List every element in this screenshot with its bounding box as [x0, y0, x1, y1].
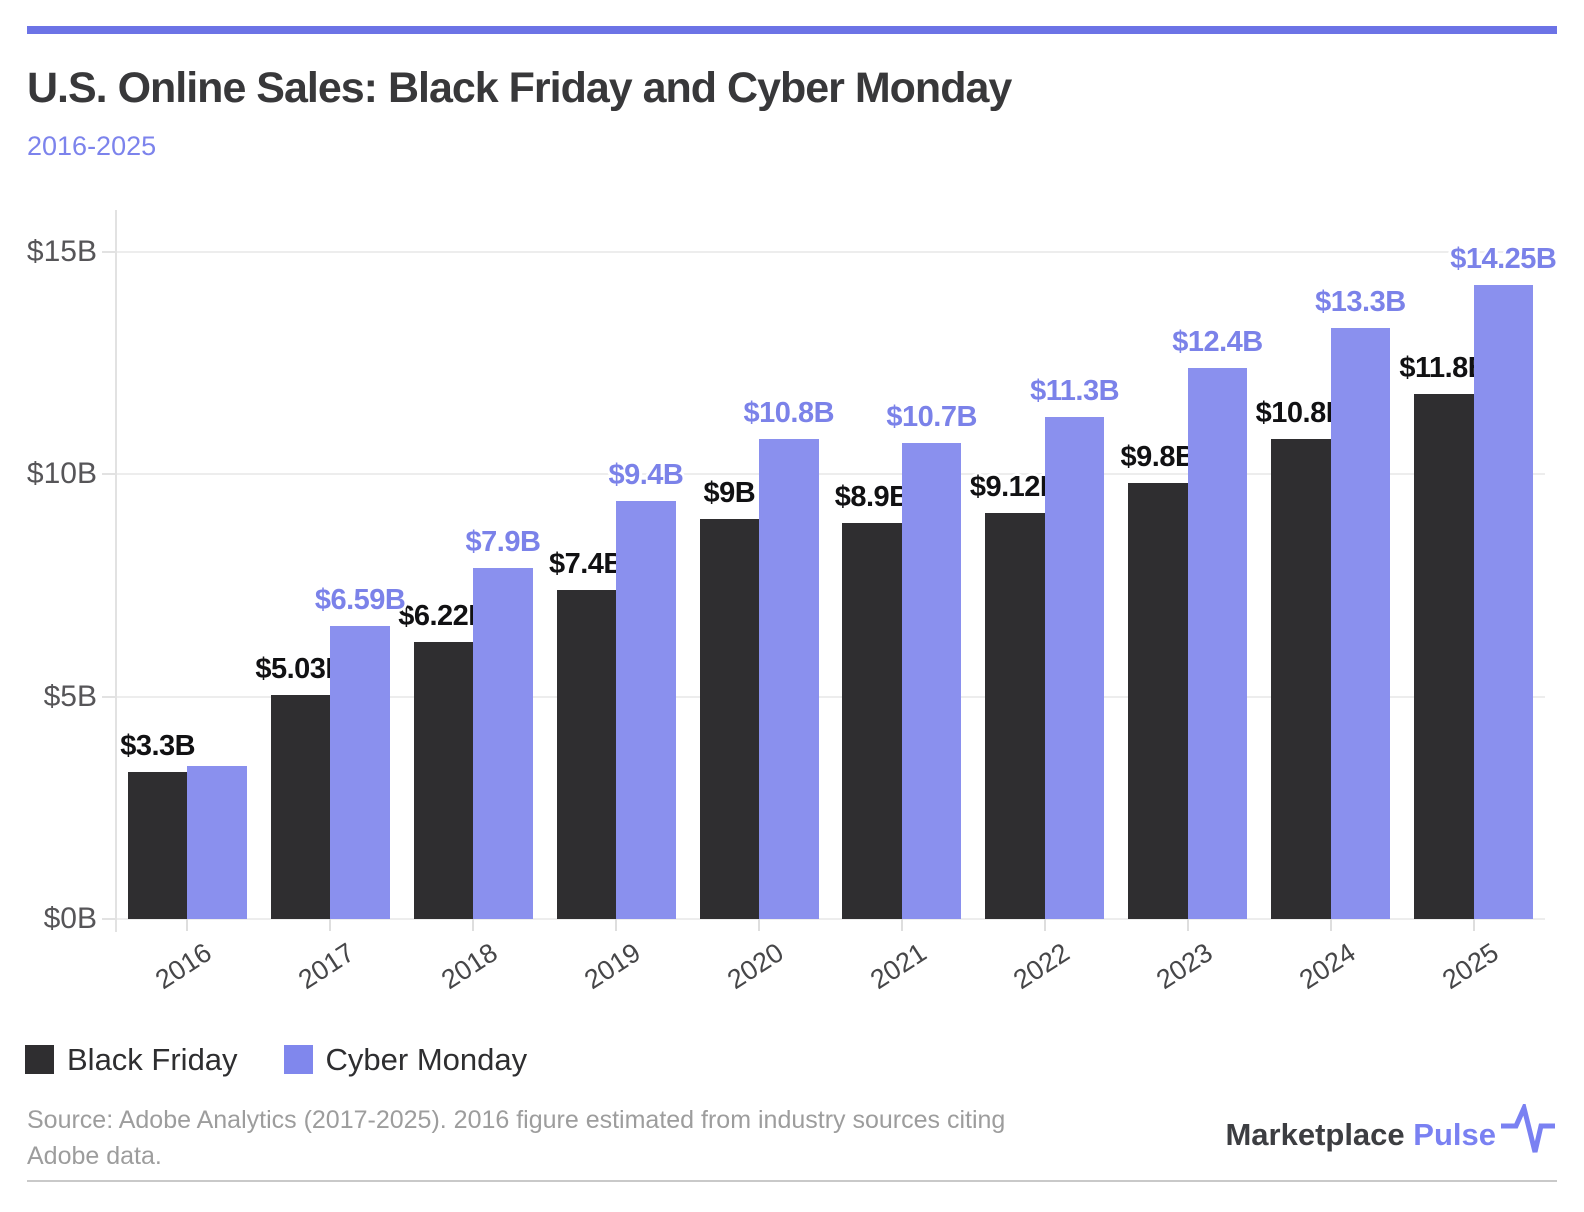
value-label-black-friday-2023: $9.8B — [1120, 441, 1196, 474]
bar-black-friday-2018 — [413, 642, 474, 919]
bar-cyber-monday-2016 — [187, 765, 247, 919]
x-tick-2018 — [472, 919, 475, 931]
source-line-2: Adobe data. — [27, 1142, 162, 1170]
y-tick-label: $10B — [26, 457, 97, 491]
value-label-cyber-monday-2019: $9.4B — [608, 459, 684, 491]
bar-black-friday-2022 — [985, 513, 1045, 919]
pulse-icon — [1501, 1104, 1555, 1153]
y-axis-tick — [102, 473, 116, 476]
legend: Black Friday Cyber Monday — [25, 1044, 560, 1075]
legend-label-black-friday: Black Friday — [67, 1042, 238, 1077]
x-tick-2016 — [186, 919, 189, 931]
value-label-cyber-monday-2021: $10.7B — [886, 401, 977, 434]
value-label-cyber-monday-2017: $6.59B — [314, 583, 406, 616]
x-tick-2020 — [758, 919, 761, 931]
y-axis-line — [115, 210, 117, 932]
bar-cyber-monday-2019 — [616, 501, 676, 919]
y-axis-tick — [102, 695, 116, 698]
x-tick-2022 — [1043, 919, 1046, 931]
bar-black-friday-2019 — [556, 589, 617, 919]
bar-cyber-monday-2017 — [330, 625, 390, 919]
chart-title: U.S. Online Sales: Black Friday and Cybe… — [27, 64, 1012, 112]
logo-text-pulse: Pulse — [1413, 1117, 1496, 1152]
legend-label-cyber-monday: Cyber Monday — [325, 1042, 528, 1077]
x-tick-2023 — [1186, 919, 1189, 931]
x-tick-2025 — [1472, 919, 1475, 931]
top-accent-bar — [27, 26, 1557, 34]
logo-text-marketplace: Marketplace — [1225, 1117, 1414, 1152]
legend-swatch-black-friday — [25, 1045, 54, 1074]
bar-black-friday-2021 — [842, 523, 902, 919]
bar-cyber-monday-2024 — [1330, 327, 1391, 919]
logo-marketplace-pulse: Marketplace Pulse — [1225, 1104, 1556, 1156]
gridline-10b — [116, 473, 1545, 476]
x-tick-2017 — [329, 919, 332, 931]
x-tick-2019 — [615, 919, 618, 931]
source-line-1: Source: Adobe Analytics (2017-2025). 201… — [27, 1106, 1006, 1134]
value-label-cyber-monday-2020: $10.8B — [743, 396, 835, 429]
value-label-black-friday-2021: $8.9B — [834, 481, 910, 514]
x-tick-2024 — [1329, 919, 1332, 931]
source-note: Source: Adobe Analytics (2017-2025). 201… — [27, 1102, 1007, 1174]
gridline-15b — [116, 251, 1545, 253]
bar-black-friday-2023 — [1128, 483, 1188, 919]
y-axis-tick — [102, 918, 116, 920]
y-tick-label: $0B — [43, 902, 97, 935]
bar-black-friday-2017 — [270, 695, 331, 919]
bar-cyber-monday-2018 — [473, 567, 533, 919]
y-axis-tick — [102, 251, 116, 253]
bar-black-friday-2025 — [1414, 394, 1474, 919]
bar-black-friday-2024 — [1271, 438, 1331, 919]
value-label-cyber-monday-2025: $14.25B — [1450, 243, 1557, 276]
value-label-black-friday-2019: $7.4B — [548, 547, 624, 580]
gridline-0b — [116, 918, 1545, 920]
bar-cyber-monday-2022 — [1044, 416, 1105, 919]
x-tick-2021 — [900, 919, 903, 931]
bar-cyber-monday-2021 — [901, 443, 962, 919]
chart-subtitle: 2016-2025 — [27, 131, 157, 161]
value-label-cyber-monday-2024: $13.3B — [1315, 285, 1406, 318]
footer-divider — [27, 1180, 1557, 1182]
bar-cyber-monday-2025 — [1473, 285, 1534, 919]
bar-black-friday-2020 — [699, 518, 760, 919]
gridline-5b — [116, 695, 1545, 698]
value-label-cyber-monday-2018: $7.9B — [465, 525, 541, 558]
legend-swatch-cyber-monday — [283, 1045, 313, 1074]
bar-black-friday-2016 — [127, 772, 188, 919]
bar-cyber-monday-2020 — [759, 438, 819, 919]
value-label-cyber-monday-2023: $12.4B — [1172, 325, 1263, 358]
value-label-black-friday-2020: $9B — [703, 476, 756, 509]
y-tick-label: $15B — [26, 235, 97, 268]
y-tick-label: $5B — [43, 679, 97, 713]
value-label-cyber-monday-2022: $11.3B — [1030, 374, 1120, 407]
value-label-black-friday-2016: $3.3B — [120, 730, 196, 763]
bar-cyber-monday-2023 — [1187, 367, 1248, 919]
